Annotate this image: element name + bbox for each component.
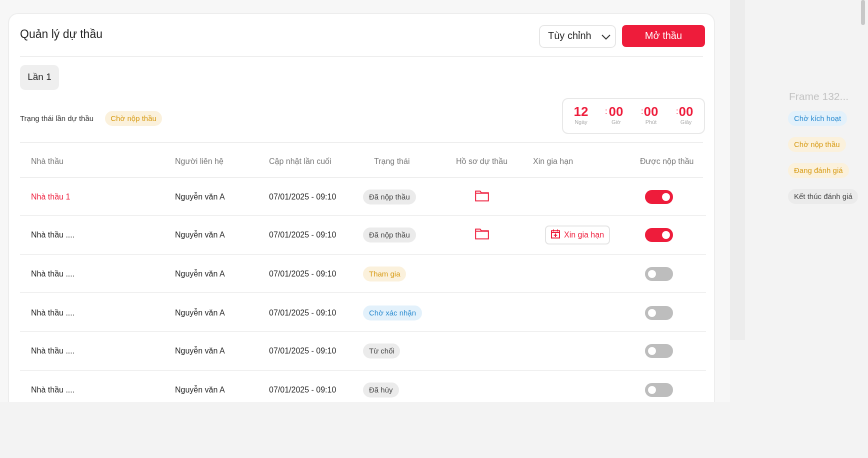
table-row: Nhà thầu .... Nguyễn văn A 07/01/2025 - … xyxy=(20,372,706,403)
open-bid-button[interactable]: Mở thầu xyxy=(622,25,705,47)
updated-time: 07/01/2025 - 09:10 xyxy=(269,308,337,318)
customize-label: Tùy chỉnh xyxy=(548,31,592,42)
folder-icon[interactable] xyxy=(475,190,489,203)
updated-time: 07/01/2025 - 09:10 xyxy=(269,192,337,201)
extension-request-button[interactable]: Xin gia hạn xyxy=(545,225,611,245)
timer-sep: : xyxy=(605,107,608,116)
status-badge: Chờ xác nhận xyxy=(363,305,423,321)
status-sample-badge: Đang đánh giá xyxy=(788,163,849,178)
timer-sep: : xyxy=(676,107,679,116)
col-header-contact: Người liên hệ xyxy=(175,157,224,166)
timer-sep: : xyxy=(641,107,644,116)
allowed-toggle[interactable] xyxy=(645,344,673,359)
contractor-name[interactable]: Nhà thầu .... xyxy=(31,385,75,395)
contractor-name[interactable]: Nhà thầu .... xyxy=(31,308,75,318)
allowed-toggle[interactable] xyxy=(645,228,673,243)
timer-seconds: 00 Giây xyxy=(678,104,694,126)
countdown-timer: 12 Ngày : 00 Giờ : 00 Phút : 00 Giây xyxy=(562,98,705,134)
table-row: Nhà thầu .... Nguyễn văn A 07/01/2025 - … xyxy=(20,255,706,294)
divider xyxy=(20,142,703,143)
scrollbar[interactable] xyxy=(861,0,865,25)
round-status-label: Trạng thái lần dự thầu xyxy=(20,114,94,123)
divider xyxy=(20,177,703,178)
col-header-contractor: Nhà thầu xyxy=(31,157,64,166)
contact-name: Nguyễn văn A xyxy=(175,308,225,318)
round-status-row: Trạng thái lần dự thầu Chờ nộp thầu xyxy=(20,111,163,126)
divider-strip xyxy=(730,0,745,340)
frame-label: Frame 132... xyxy=(789,91,849,103)
col-header-extension: Xin gia hạn xyxy=(533,157,574,166)
contractor-name[interactable]: Nhà thầu .... xyxy=(31,269,75,279)
chevron-down-icon xyxy=(601,34,611,40)
timer-hours: 00 Giờ xyxy=(608,104,624,126)
folder-icon[interactable] xyxy=(475,228,489,242)
divider xyxy=(20,56,703,57)
customize-dropdown[interactable]: Tùy chỉnh xyxy=(539,25,616,48)
contractor-name[interactable]: Nhà thầu 1 xyxy=(31,192,71,201)
status-badge: Tham gia xyxy=(363,266,407,282)
calendar-plus-icon xyxy=(551,229,560,241)
status-sample-badge: Chờ kích hoạt xyxy=(788,111,848,126)
round-tab[interactable]: Lần 1 xyxy=(20,65,59,90)
status-badge: Đã nộp thầu xyxy=(363,189,416,204)
contact-name: Nguyễn văn A xyxy=(175,230,225,240)
status-badge: Từ chối xyxy=(363,343,401,359)
table-row: Nhà thầu 1 Nguyễn văn A 07/01/2025 - 09:… xyxy=(20,178,706,216)
status-sample-badge: Kết thúc đánh giá xyxy=(788,189,859,204)
allowed-toggle[interactable] xyxy=(645,189,673,204)
updated-time: 07/01/2025 - 09:10 xyxy=(269,346,337,356)
contact-name: Nguyễn văn A xyxy=(175,192,225,201)
updated-time: 07/01/2025 - 09:10 xyxy=(269,385,337,395)
timer-days: 12 Ngày xyxy=(573,104,589,126)
contractor-name[interactable]: Nhà thầu .... xyxy=(31,346,75,356)
col-header-updated: Cập nhật lần cuối xyxy=(269,157,332,166)
col-header-allowed: Được nộp thầu xyxy=(640,157,694,166)
timer-minutes: 00 Phút xyxy=(643,104,659,126)
status-badge: Đã hủy xyxy=(363,382,399,398)
allowed-toggle[interactable] xyxy=(645,305,673,320)
contact-name: Nguyễn văn A xyxy=(175,346,225,356)
contact-name: Nguyễn văn A xyxy=(175,385,225,395)
table-row: Nhà thầu .... Nguyễn văn A 07/01/2025 - … xyxy=(20,294,706,333)
status-badge: Đã nộp thầu xyxy=(363,227,416,243)
round-status-badge: Chờ nộp thầu xyxy=(104,111,163,126)
col-header-documents: Hồ sơ dự thầu xyxy=(456,157,508,166)
contractor-name[interactable]: Nhà thầu .... xyxy=(31,230,75,240)
updated-time: 07/01/2025 - 09:10 xyxy=(269,269,337,279)
col-header-status: Trạng thái xyxy=(374,157,410,166)
table-row: Nhà thầu .... Nguyễn văn A 07/01/2025 - … xyxy=(20,217,706,255)
updated-time: 07/01/2025 - 09:10 xyxy=(269,230,337,240)
status-sample-badge: Chờ nộp thầu xyxy=(788,137,846,152)
page-title: Quản lý dự thầu xyxy=(20,29,103,41)
bid-management-card: Quản lý dự thầu Tùy chỉnh Mở thầu Lần 1 … xyxy=(8,13,715,402)
allowed-toggle[interactable] xyxy=(645,383,673,397)
table-row: Nhà thầu .... Nguyễn văn A 07/01/2025 - … xyxy=(20,333,706,371)
allowed-toggle[interactable] xyxy=(645,266,673,281)
contact-name: Nguyễn văn A xyxy=(175,269,225,279)
